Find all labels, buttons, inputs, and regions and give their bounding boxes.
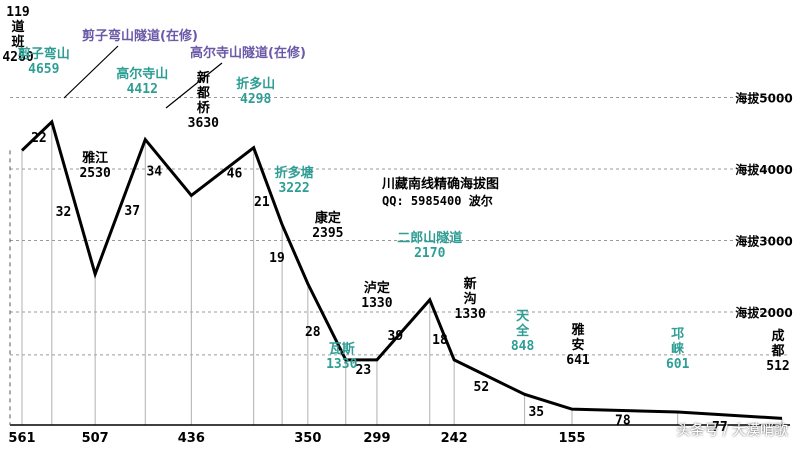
point-label: 高尔寺山 4412 [116, 66, 168, 97]
segment-distance-label: 77 [712, 420, 728, 435]
chart-subtitle: QQ: 5985400 波尔 [382, 193, 493, 208]
point-label: 雅江 2530 [79, 150, 110, 181]
point-label: 瓦斯 1330 [326, 341, 357, 372]
segment-distance-label: 28 [305, 325, 321, 340]
point-label: 折多塘 3222 [275, 165, 314, 196]
segment-distance-label: 35 [528, 405, 544, 420]
watermark: 头条号 / 大漠哨歌 [676, 423, 788, 439]
x-tick-label: 155 [558, 431, 585, 446]
annotation-label: 高尔寺山隧道(在修) [190, 45, 306, 61]
segment-distance-label: 46 [227, 167, 243, 182]
x-tick-label: 299 [363, 431, 390, 446]
segment-distance-label: 52 [474, 380, 490, 395]
y-tick-label: 海拔4000 [735, 162, 792, 177]
annotation-pointer [63, 45, 119, 99]
segment-distance-label: 37 [124, 204, 140, 219]
point-label: 泸定 1330 [361, 280, 392, 311]
x-tick-label: 242 [441, 431, 468, 446]
y-tick-label: 海拔5000 [735, 91, 792, 106]
segment-distance-label: 18 [432, 333, 448, 348]
segment-distance-label: 19 [269, 251, 285, 266]
x-tick-label: 350 [294, 431, 321, 446]
point-label: 邛崃 601 [666, 327, 690, 372]
point-label: 雅安 641 [566, 322, 590, 368]
x-tick-label: 507 [82, 431, 109, 446]
y-tick-label: 海拔3000 [735, 234, 792, 249]
point-label: 成都 512 [766, 328, 789, 374]
x-tick-label: 436 [178, 431, 205, 446]
y-tick-label: 海拔2000 [735, 305, 792, 320]
point-label: 新都桥3630 [188, 70, 219, 131]
point-label: 二郎山隧道 2170 [397, 230, 462, 261]
point-label: 剪子弯山 4659 [18, 46, 70, 77]
annotation-pointer [165, 62, 223, 109]
chart-title: 川藏南线精确海拔图 [381, 176, 499, 192]
elevation-line [20, 119, 783, 420]
segment-distance-label: 21 [254, 195, 270, 210]
segment-distance-label: 22 [31, 131, 47, 146]
point-label: 新沟 1330 [455, 276, 486, 322]
point-label: 康定 2395 [312, 210, 343, 241]
x-tick-label: 561 [8, 431, 35, 446]
point-label: 折多山 4298 [236, 76, 275, 107]
segment-distance-label: 23 [356, 363, 372, 378]
segment-distance-label: 78 [615, 414, 631, 429]
annotation-label: 剪子弯山隧道(在修) [82, 28, 198, 44]
segment-distance-label: 34 [146, 164, 162, 179]
segment-distance-label: 39 [388, 329, 404, 344]
point-label: 天全 848 [511, 309, 535, 354]
point-label: 119 道班 4260 [2, 5, 33, 65]
segment-distance-label: 32 [56, 205, 72, 220]
